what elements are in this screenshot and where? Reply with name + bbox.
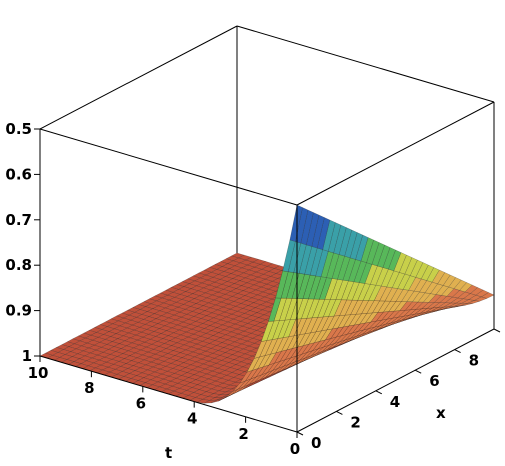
box-edge-bottom-x: [296, 328, 495, 433]
surface-mesh: [39, 204, 495, 404]
axis-ticks: 024681002468100.50.60.70.80.91: [5, 120, 501, 458]
z-tick-label: 0.6: [5, 165, 32, 183]
z-tick-label: 0.7: [5, 211, 32, 229]
t-tick-label: 4: [187, 410, 197, 428]
x-tick-label: 6: [429, 372, 439, 390]
tick-x: [296, 431, 304, 436]
axis-labels: t x: [165, 404, 446, 462]
x-tick-label: 8: [469, 352, 479, 370]
tick-x: [493, 328, 501, 333]
surface-cell: [289, 204, 303, 242]
box-front-edges: [39, 101, 495, 433]
z-tick-label: 0.5: [5, 120, 32, 138]
t-axis-label: t: [165, 444, 172, 462]
z-tick-label: 1: [22, 347, 32, 365]
t-tick-label: 10: [28, 364, 49, 382]
box-edge-top-back-left: [39, 25, 238, 130]
x-axis-label: x: [436, 404, 446, 422]
box-edge-top-front-left: [39, 128, 298, 206]
z-tick-label: 0.9: [5, 302, 32, 320]
box-back-edges: [39, 25, 495, 356]
box-edge-bottom-t: [39, 355, 298, 433]
tick-x: [414, 369, 422, 374]
tick-x: [454, 349, 461, 354]
tick-x: [375, 390, 383, 395]
box-edge-top-front-right: [296, 101, 495, 206]
box-edge-top-back-right: [236, 25, 495, 103]
t-tick-label: 2: [238, 425, 248, 443]
x-tick-label: 0: [311, 434, 321, 452]
z-tick-label: 0.8: [5, 256, 32, 274]
t-tick-label: 6: [136, 394, 146, 412]
t-tick-label: 0: [290, 440, 300, 458]
t-tick-label: 8: [84, 379, 94, 397]
x-tick-label: 4: [390, 393, 400, 411]
x-tick-label: 2: [350, 413, 360, 431]
tick-x: [336, 410, 343, 415]
